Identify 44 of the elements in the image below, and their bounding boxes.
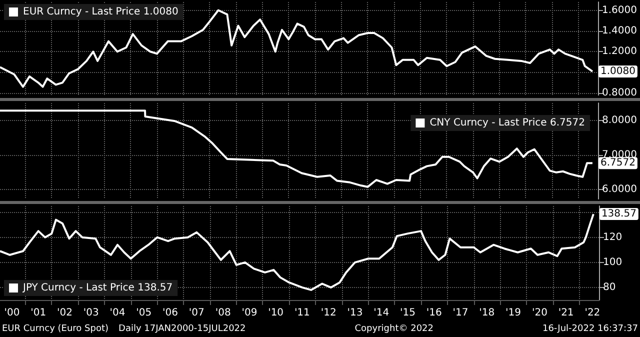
legend-label: EUR Curncy - Last Price 1.0080: [23, 6, 178, 18]
x-tick-label: '11: [294, 308, 310, 318]
line-series: [0, 213, 594, 291]
y-tick-label: 1.6000: [602, 4, 638, 16]
x-tick-label: '14: [374, 308, 390, 318]
x-tick-label: '15: [400, 308, 416, 318]
text: Daily 17JAN2000-15JUL2022: [118, 324, 246, 336]
y-tick-label: 100: [603, 256, 622, 268]
legend-label: CNY Curncy - Last Price 6.7572: [430, 118, 586, 128]
x-tick-label: '19: [506, 308, 521, 318]
legend-label: JPY Curncy - Last Price 138.57: [22, 282, 173, 294]
x-tick-label: '13: [347, 308, 363, 318]
y-tick-label: 1.4000: [602, 25, 638, 36]
x-tick-label: '20: [532, 308, 548, 318]
y-tick-label: 80: [603, 282, 616, 293]
x-tick-label: '04: [110, 308, 126, 318]
y-tick-label: 0.8000: [602, 88, 638, 98]
text: EUR Curncy (Euro Spot): [2, 324, 109, 336]
x-tick-label: '02: [56, 308, 72, 318]
x-tick-label: '08: [215, 308, 231, 318]
x-tick-label: '03: [83, 308, 99, 318]
x-tick-label: '18: [479, 308, 495, 318]
annotation: 138.57: [601, 208, 636, 220]
x-tick-label: '01: [30, 308, 46, 318]
annotation: 6.7572: [600, 158, 636, 169]
x-tick-label: '09: [242, 308, 258, 318]
annotation: 1.0080: [600, 66, 636, 77]
line-series: [0, 110, 594, 188]
y-tick-label: 6.0000: [602, 184, 638, 195]
x-tick-label: '05: [136, 308, 152, 318]
x-tick-label: '06: [162, 308, 178, 318]
x-tick-label: '00: [4, 308, 20, 318]
x-tick-label: '21: [558, 308, 574, 318]
x-tick-label: '17: [452, 308, 468, 318]
x-tick-label: '22: [584, 308, 600, 318]
y-tick-label: 120: [603, 232, 622, 243]
text: 16-Jul-2022 16:37:37: [542, 324, 638, 336]
text: Copyright© 2022: [354, 324, 434, 336]
y-tick-label: 8.0000: [602, 114, 638, 126]
y-tick-label: 1.2000: [602, 46, 638, 58]
x-tick-label: '12: [320, 308, 336, 318]
x-tick-label: '07: [188, 308, 204, 318]
x-tick-label: '16: [426, 308, 442, 318]
x-tick-label: '10: [268, 308, 284, 318]
